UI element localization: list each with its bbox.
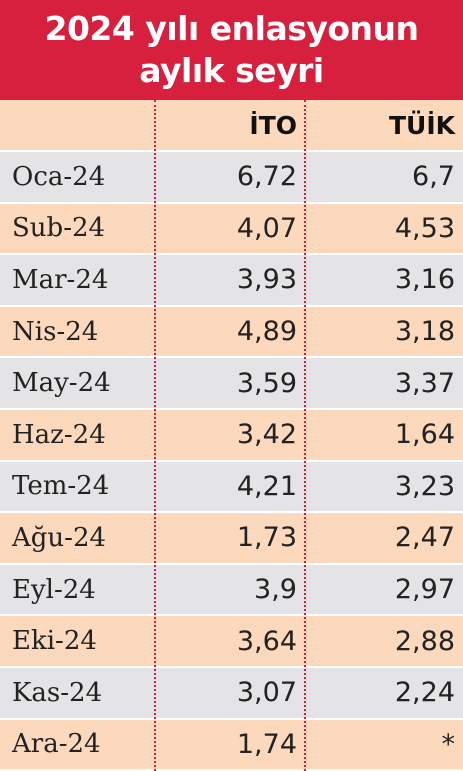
value-cell: 4,53 — [394, 212, 455, 244]
value-cell: 2,24 — [394, 677, 455, 709]
value-cell: 3,42 — [236, 419, 297, 451]
month-cell: Tem-24 — [12, 471, 110, 502]
table-row: Nis-24 4,89 3,18 — [0, 306, 463, 359]
table-row: Ara-24 1,74 * — [0, 719, 463, 771]
month-cell: Mar-24 — [12, 264, 109, 295]
table-row: Haz-24 3,42 1,64 — [0, 409, 463, 462]
table-row: Sub-24 4,07 4,53 — [0, 203, 463, 256]
value-cell: 6,7 — [412, 161, 455, 193]
table-row: Mar-24 3,93 3,16 — [0, 255, 463, 307]
value-cell: 4,07 — [236, 212, 297, 244]
header-cell — [0, 100, 155, 150]
table-row: Tem-24 4,21 3,23 — [0, 461, 463, 514]
value-cell: 2,97 — [394, 574, 455, 606]
month-cell: Eyl-24 — [12, 574, 96, 605]
value-cell: 4,89 — [236, 316, 297, 348]
title: 2024 yılı enlasyonun aylık seyri — [0, 0, 463, 100]
month-cell: Haz-24 — [12, 419, 106, 450]
column-divider — [154, 100, 156, 771]
value-cell: 3,59 — [236, 367, 297, 399]
table-row: Eyl-24 3,9 2,97 — [0, 564, 463, 617]
month-cell: Eki-24 — [12, 626, 97, 657]
value-cell: 6,72 — [236, 161, 297, 193]
value-cell: 1,74 — [236, 728, 297, 760]
value-cell: 3,64 — [236, 625, 297, 657]
month-cell: Oca-24 — [12, 161, 106, 192]
month-cell: Sub-24 — [12, 213, 106, 244]
month-cell: Ara-24 — [12, 729, 101, 760]
month-cell: Ağu-24 — [12, 522, 107, 553]
month-cell: May-24 — [12, 368, 111, 399]
column-header: TÜİK — [388, 110, 455, 140]
value-cell: * — [441, 728, 456, 760]
table-row: Kas-24 3,07 2,24 — [0, 667, 463, 720]
header-row: İTO TÜİK — [0, 100, 463, 152]
value-cell: 3,9 — [254, 574, 297, 606]
table-row: Oca-24 6,72 6,7 — [0, 152, 463, 204]
value-cell: 1,64 — [394, 419, 455, 451]
value-cell: 2,88 — [394, 625, 455, 657]
value-cell: 1,73 — [236, 522, 297, 554]
month-cell: Nis-24 — [12, 316, 99, 347]
month-cell: Kas-24 — [12, 677, 103, 708]
value-cell: 3,37 — [394, 367, 455, 399]
value-cell: 3,07 — [236, 677, 297, 709]
table: İTO TÜİK Oca-24 6,72 6,7 Sub-24 4,07 4,53 Mar-24… — [0, 100, 463, 771]
value-cell: 3,18 — [394, 316, 455, 348]
value-cell: 3,93 — [236, 264, 297, 296]
table-row: Ağu-24 1,73 2,47 — [0, 513, 463, 565]
table-row: Eki-24 3,64 2,88 — [0, 616, 463, 668]
table-row: May-24 3,59 3,37 — [0, 358, 463, 410]
value-cell: 3,23 — [394, 470, 455, 502]
value-cell: 2,47 — [394, 522, 455, 554]
column-header: İTO — [249, 110, 297, 140]
value-cell: 3,16 — [394, 264, 455, 296]
column-divider — [304, 100, 306, 771]
value-cell: 4,21 — [236, 470, 297, 502]
